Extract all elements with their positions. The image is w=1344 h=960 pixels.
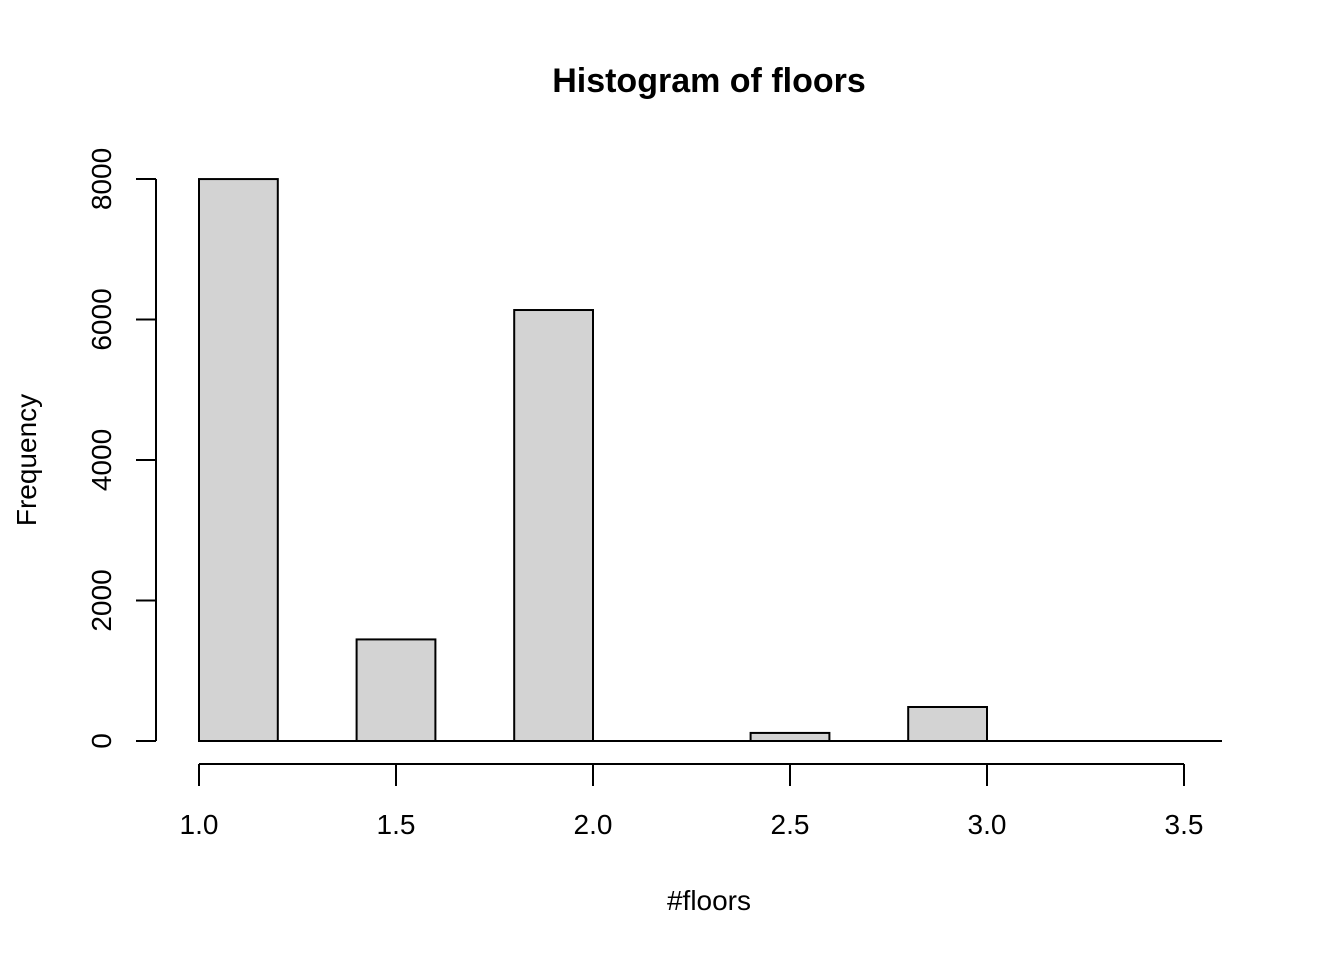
x-axis-label: #floors [667, 885, 751, 916]
chart-title: Histogram of floors [552, 62, 866, 100]
histogram-bar-2 [513, 309, 595, 742]
y-tick-label-3: 6000 [86, 288, 117, 350]
histogram-bar-0 [198, 178, 279, 742]
histogram-bar-1 [355, 638, 437, 743]
x-tick-label-2: 2.0 [574, 809, 613, 840]
y-tick-label-0: 0 [86, 733, 117, 749]
y-axis: 0 2000 4000 6000 8000 [86, 148, 157, 749]
bars-group [198, 178, 1222, 743]
histogram-bar-3 [749, 731, 831, 743]
y-tick-label-4: 8000 [86, 148, 117, 210]
x-tick-label-0: 1.0 [180, 809, 219, 840]
y-tick-label-1: 2000 [86, 569, 117, 631]
y-axis-label: Frequency [11, 394, 42, 526]
histogram-bar-4 [907, 705, 989, 743]
y-tick-label-2: 4000 [86, 429, 117, 491]
x-tick-label-4: 3.0 [968, 809, 1007, 840]
x-tick-label-3: 2.5 [771, 809, 810, 840]
x-axis: 1.0 1.5 2.0 2.5 3.0 3.5 [180, 763, 1204, 840]
x-tick-label-1: 1.5 [377, 809, 416, 840]
x-tick-label-5: 3.5 [1165, 809, 1204, 840]
